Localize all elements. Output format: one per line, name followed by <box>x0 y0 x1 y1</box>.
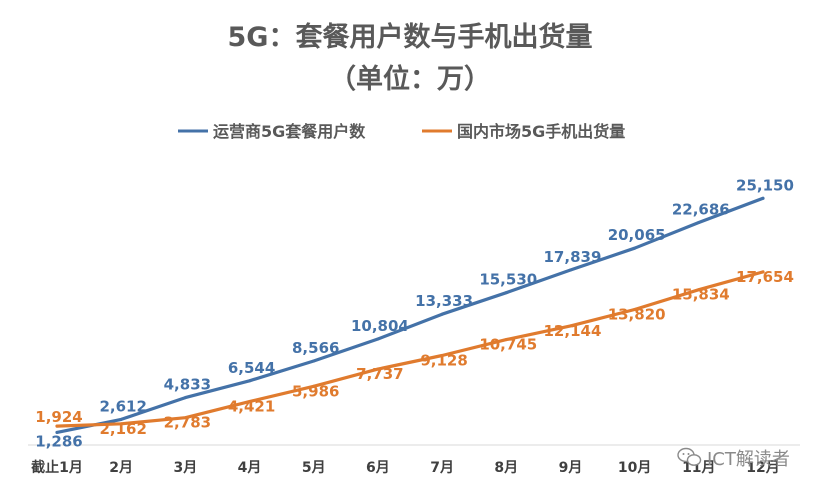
data-label-series-0: 4,833 <box>164 376 211 394</box>
data-label-series-1: 1,924 <box>35 408 82 426</box>
x-tick-label: 5月 <box>302 460 326 476</box>
legend-label-series-1: 国内市场5G手机出货量 <box>457 122 625 141</box>
data-point <box>697 288 701 292</box>
watermark: ICT解读者 <box>677 447 790 470</box>
data-point <box>761 270 765 274</box>
data-point <box>440 312 444 316</box>
data-label-series-0: 1,286 <box>35 432 82 450</box>
data-label-series-1: 2,162 <box>99 420 146 438</box>
data-point <box>633 246 637 250</box>
data-label-series-0: 20,065 <box>608 226 666 244</box>
x-tick-label: 12月 <box>746 460 779 476</box>
data-label-series-1: 15,834 <box>672 286 730 304</box>
data-point <box>183 396 187 400</box>
legend-label-series-0: 运营商5G套餐用户数 <box>213 122 366 141</box>
x-tick-label: 10月 <box>618 460 651 476</box>
data-label-series-1: 9,128 <box>420 351 467 369</box>
data-point <box>633 307 637 311</box>
data-label-series-1: 17,654 <box>736 268 794 286</box>
data-label-series-1: 4,421 <box>228 398 275 416</box>
data-label-series-1: 5,986 <box>292 382 339 400</box>
x-tick-label: 2月 <box>109 460 133 476</box>
data-point <box>55 430 59 434</box>
data-label-series-0: 6,544 <box>228 359 275 377</box>
data-label-series-0: 17,839 <box>544 248 602 266</box>
data-label-series-1: 7,737 <box>356 365 403 383</box>
chart-subtitle: （单位：万） <box>329 63 491 95</box>
data-point <box>55 424 59 428</box>
data-point <box>312 359 316 363</box>
data-point <box>248 400 252 404</box>
data-point <box>697 221 701 225</box>
x-tick-label: 8月 <box>494 460 518 476</box>
data-point <box>376 337 380 341</box>
data-label-series-0: 10,804 <box>351 317 409 335</box>
data-label-series-0: 2,612 <box>99 397 146 415</box>
series-lines <box>55 196 765 434</box>
data-point <box>568 324 572 328</box>
series-line-0 <box>55 196 765 434</box>
x-tick-label: 9月 <box>559 460 583 476</box>
data-point <box>440 353 444 357</box>
data-label-series-0: 15,530 <box>479 271 537 289</box>
data-point <box>183 416 187 420</box>
wechat-icon <box>677 447 702 466</box>
x-tick-label: 6月 <box>366 460 390 476</box>
data-point <box>504 338 508 342</box>
data-label-series-0: 8,566 <box>292 339 339 357</box>
x-tick-label: 截止1月 <box>31 459 83 476</box>
x-tick-label: 7月 <box>430 460 454 476</box>
data-point <box>568 268 572 272</box>
data-point <box>761 196 765 200</box>
data-label-series-1: 2,783 <box>164 414 211 432</box>
data-point <box>376 367 380 371</box>
data-point <box>312 384 316 388</box>
data-label-series-0: 22,686 <box>672 201 730 219</box>
data-label-series-0: 13,333 <box>415 292 473 310</box>
legend: 运营商5G套餐用户数 国内市场5G手机出货量 <box>178 122 625 141</box>
data-point <box>504 291 508 295</box>
data-point <box>119 417 123 421</box>
data-point <box>119 422 123 426</box>
data-labels: 1,286 2,612 4,833 6,544 8,566 10,804 13,333 15,… <box>35 176 794 450</box>
x-tick-label: 3月 <box>173 460 197 476</box>
data-label-series-1: 10,745 <box>479 336 537 354</box>
x-axis-ticks: 截止1月 2月 3月 4月 5月 6月 7月 8月 9月 10月 11月 12月 <box>31 459 780 476</box>
watermark-text: ICT解读者 <box>707 449 790 470</box>
data-label-series-0: 25,150 <box>736 176 794 194</box>
x-tick-label: 4月 <box>238 460 262 476</box>
data-label-series-1: 13,820 <box>608 305 666 323</box>
series-line-1 <box>55 270 765 428</box>
chart-title: 5G：套餐用户数与手机出货量 <box>228 21 593 53</box>
data-label-series-1: 12,144 <box>544 322 602 340</box>
data-point <box>248 379 252 383</box>
